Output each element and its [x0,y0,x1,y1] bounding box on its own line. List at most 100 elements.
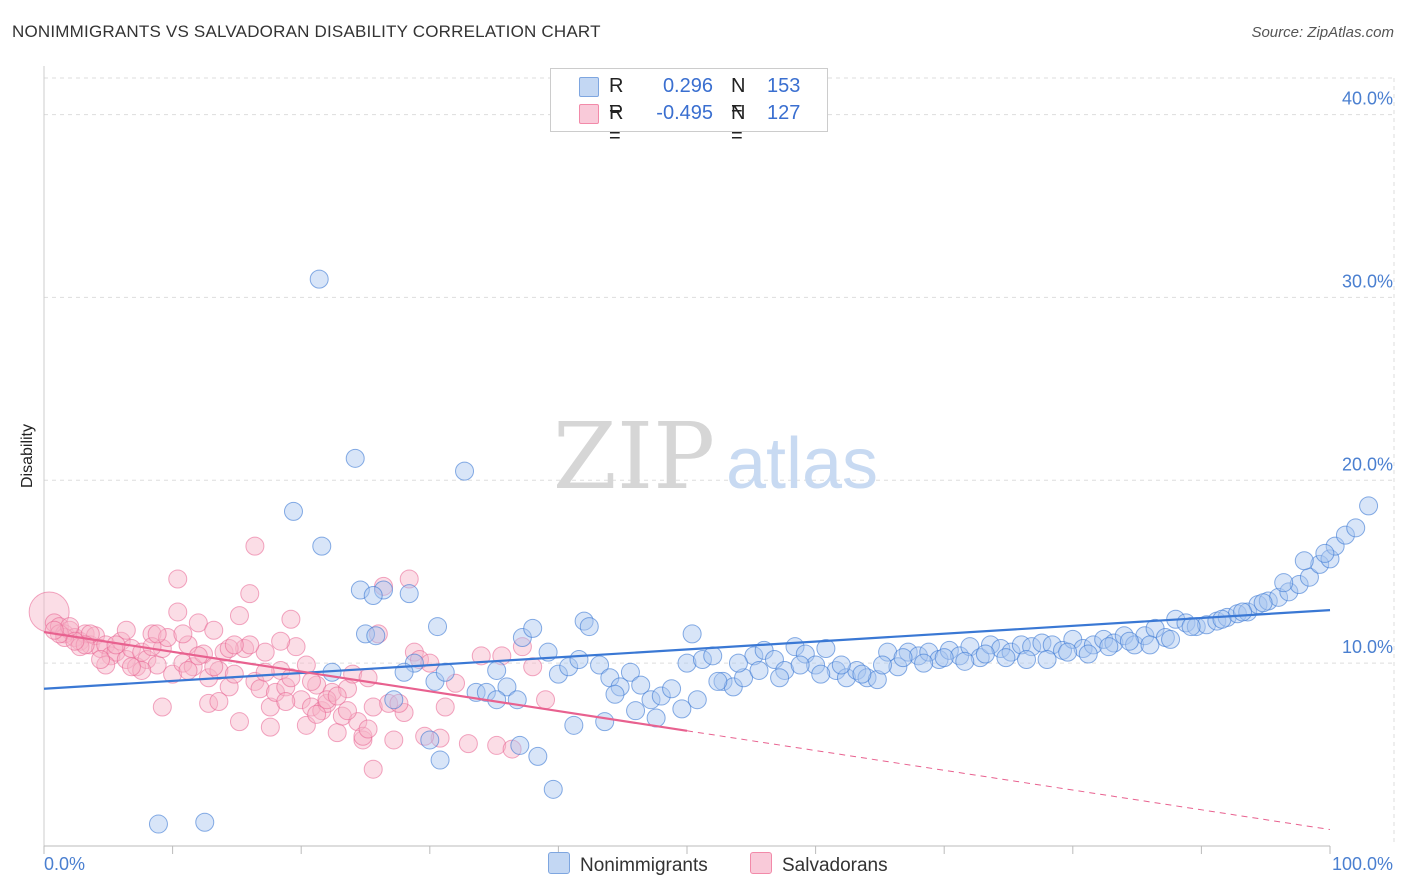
y-tick-label: 10.0% [1342,637,1393,657]
salvadorans-point [96,655,116,675]
salvadorans-point [394,703,414,723]
salvadorans-point [260,717,280,737]
nonimmigrants-point [991,639,1011,659]
nonimmigrants-point [996,648,1016,668]
salvadorans-point [536,690,556,710]
salvadorans-point [183,657,203,677]
nonimmigrants-point [620,662,640,682]
legend-r-label: R = [609,102,624,147]
nonimmigrants-point [888,657,908,677]
nonimmigrants-point [590,655,610,675]
nonimmigrants-point [919,642,939,662]
salvadorans-point [337,701,357,721]
nonimmigrants-point [970,648,990,668]
salvadorans-point [240,635,260,655]
salvadorans-point [410,649,430,669]
nonimmigrants-point [836,668,856,688]
nonimmigrants-point [1279,582,1299,602]
nonimmigrants-point [309,269,329,289]
nonimmigrants-point [1274,573,1294,593]
salvadorans-point [276,677,296,697]
salvadorans-point [363,759,383,779]
salvadorans-point [229,712,249,732]
nonimmigrants-point [1001,642,1021,662]
nonimmigrants-point [1212,609,1232,629]
grid-lines [44,77,1395,846]
watermark-zip: ZIP [553,403,715,510]
salvadorans-point [101,646,121,666]
salvadorans-point [358,719,378,739]
salvadorans-point [255,642,275,662]
nonimmigrants-point [677,653,697,673]
salvadorans-point [327,686,347,706]
nonimmigrants-point [148,814,168,834]
salvadorans-point [471,646,491,666]
nonimmigrants-point [852,664,872,684]
nonimmigrants-point [1135,626,1155,646]
nonimmigrants-point [1037,649,1057,669]
salvadorans-point [358,668,378,688]
nonimmigrants-point [898,642,918,662]
nonimmigrants-point [878,642,898,662]
nonimmigrants-point [528,746,548,766]
nonimmigrants-point [366,626,386,646]
nonimmigrants-point [893,648,913,668]
salvadorans-point [204,620,224,640]
nonimmigrants-point [579,617,599,637]
nonimmigrants-point [1197,615,1217,635]
nonimmigrants-point [312,536,332,556]
y-tick-label: 30.0% [1342,271,1393,291]
salvadorans-point [132,660,152,680]
salvadorans-point [137,649,157,669]
nonimmigrants-point [672,699,692,719]
bottom-legend-salvadorans: Salvadorans [750,852,888,877]
nonimmigrants-point [641,690,661,710]
salvadorans-point [121,657,141,677]
salvadorans-point [307,675,327,695]
nonimmigrants-point [1310,554,1330,574]
nonimmigrants-point [662,679,682,699]
salvadorans-point [127,657,147,677]
salvadorans-point [332,706,352,726]
nonimmigrants-point [1022,637,1042,657]
nonimmigrants-points [148,269,1379,834]
x-tick-label: 100.0% [1332,854,1393,874]
nonimmigrants-point [384,690,404,710]
nonimmigrants-point [430,750,450,770]
salvadorans-point [317,690,337,710]
nonimmigrants-point [1083,635,1103,655]
nonimmigrants-point [283,501,303,521]
nonimmigrants-point [872,655,892,675]
nonimmigrants-point [816,639,836,659]
bottom-legend-swatch-pink [750,852,772,874]
salvadorans-point [276,692,296,712]
salvadorans-point [435,697,455,717]
watermark-atlas: atlas [726,424,878,504]
legend-n-label: N = [731,102,746,147]
nonimmigrants-point [1099,637,1119,657]
nonimmigrants-point [770,668,790,688]
salvadorans-point [271,631,291,651]
nonimmigrants-point [831,655,851,675]
nonimmigrants-point [1359,496,1379,516]
nonimmigrants-point [605,684,625,704]
nonimmigrants-point [399,584,419,604]
nonimmigrants-point [713,671,733,691]
salvadorans-point [209,660,229,680]
salvadorans-point [219,639,239,659]
salvadorans-point [420,653,440,673]
bottom-legend-label: Nonimmigrants [580,855,708,876]
nonimmigrants-point [934,648,954,668]
nonimmigrants-point [543,779,563,799]
salvadorans-point [363,697,383,717]
legend: R = 0.296 N = 153 R = -0.495 N = 127 [550,68,828,147]
salvadorans-point [204,657,224,677]
salvadorans-point [188,613,208,633]
nonimmigrants-point [1315,543,1335,563]
nonimmigrants-point [1104,633,1124,653]
nonimmigrants-point [626,701,646,721]
nonimmigrants-point [1294,551,1314,571]
nonimmigrants-point [1269,587,1289,607]
salvadorans-point [224,664,244,684]
tick-labels: 10.0% 20.0% 30.0% 40.0% 0.0% 100.0% [44,89,1393,874]
